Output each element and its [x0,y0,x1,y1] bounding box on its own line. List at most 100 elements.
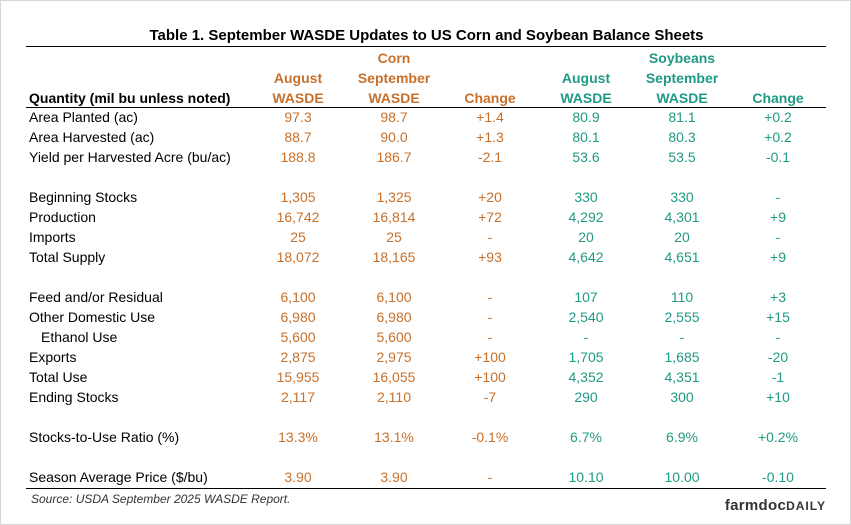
soy-september-header-line2: WASDE [656,90,708,106]
corn-change-value: +1.3 [476,129,504,145]
corn-change-value: -7 [483,389,497,405]
row-label: Area Harvested (ac) [29,129,155,145]
corn-change-value: - [487,329,493,345]
corn-september-header-line1: September [357,70,431,86]
soy-august-value: 330 [574,189,598,205]
row-label: Ending Stocks [29,389,119,405]
corn-change-value: - [487,469,493,485]
soy-change-value: +10 [766,389,790,405]
soy-change-value: +15 [766,309,790,325]
corn-change-value: +93 [478,249,502,265]
soy-change-value: -20 [767,349,789,365]
corn-september-value: 18,165 [372,249,416,265]
row-label: Total Supply [29,249,106,265]
soy-august-value: 80.9 [572,109,600,125]
soy-august-header-line1: August [561,70,611,86]
soy-change-value: +0.2 [764,129,792,145]
corn-change-header: Change [464,90,516,106]
table-title: Table 1. September WASDE Updates to US C… [149,27,704,44]
corn-august-value: 88.7 [284,129,312,145]
corn-august-value: 3.90 [284,469,312,485]
soy-september-value: 110 [670,289,694,305]
soy-august-value: 107 [574,289,598,305]
soy-change-value: - [775,189,781,205]
row-label: Beginning Stocks [29,189,138,205]
soy-group-header: Soybeans [648,50,716,66]
soy-august-value: 4,292 [568,209,604,225]
corn-september-value: 90.0 [380,129,408,145]
soy-august-value: 4,642 [568,249,604,265]
corn-august-value: 15,955 [276,369,320,385]
soy-change-value: +9 [770,209,786,225]
soy-change-value: +3 [770,289,786,305]
row-label: Area Planted (ac) [29,109,138,125]
soy-september-value: 2,555 [664,309,700,325]
soy-august-value: 1,705 [568,349,604,365]
row-label: Exports [29,349,77,365]
corn-september-value: 1,325 [376,189,412,205]
corn-change-value: +1.4 [476,109,504,125]
row-label: Ethanol Use [41,329,118,345]
corn-change-value: +20 [478,189,502,205]
soy-change-value: -1 [771,369,785,385]
soy-september-value: 6.9% [666,429,698,445]
corn-august-value: 5,600 [280,329,316,345]
corn-group-header: Corn [377,50,411,66]
corn-august-header-line2: WASDE [272,90,324,106]
soy-august-value: 80.1 [572,129,600,145]
corn-august-value: 16,742 [276,209,320,225]
corn-august-value: 97.3 [284,109,312,125]
row-label: Production [29,209,96,225]
soy-change-value: +9 [770,249,786,265]
soy-august-header-line2: WASDE [560,90,612,106]
corn-august-header-line1: August [273,70,323,86]
corn-september-header-line2: WASDE [368,90,420,106]
soy-change-value: - [775,229,781,245]
top-rule [26,46,826,47]
soy-august-value: 4,352 [568,369,604,385]
soy-september-value: 4,301 [664,209,700,225]
farmdoc-daily-logo: farmdocDAILY [725,497,826,514]
corn-august-value: 2,875 [280,349,316,365]
corn-august-value: 25 [290,229,306,245]
header-rule [26,107,826,108]
soy-august-value: 290 [574,389,598,405]
corn-september-value: 3.90 [380,469,408,485]
soy-september-value: - [679,329,685,345]
corn-august-value: 188.8 [280,149,316,165]
corn-august-value: 18,072 [276,249,320,265]
soy-september-value: 81.1 [668,109,696,125]
soy-september-value: 4,651 [664,249,700,265]
corn-august-value: 2,117 [281,389,315,405]
row-label: Imports [29,229,76,245]
source-note: Source: USDA September 2025 WASDE Report… [31,492,291,506]
soy-september-value: 53.5 [668,149,696,165]
soy-september-value: 4,351 [664,369,700,385]
corn-september-value: 16,055 [372,369,416,385]
soy-september-value: 10.00 [664,469,700,485]
corn-change-value: - [487,229,493,245]
soy-september-value: 80.3 [668,129,696,145]
soy-august-value: 53.6 [572,149,600,165]
brand-part2: DAILY [786,499,826,513]
bottom-rule [26,488,826,489]
corn-september-value: 13.1% [374,429,414,445]
corn-september-value: 186.7 [376,149,412,165]
row-label: Yield per Harvested Acre (bu/ac) [29,149,231,165]
corn-september-value: 16,814 [372,209,416,225]
corn-september-value: 25 [386,229,402,245]
soy-august-value: 10.10 [568,469,604,485]
soy-august-value: 20 [578,229,594,245]
soy-september-value: 1,685 [664,349,700,365]
soy-september-value: 330 [670,189,694,205]
corn-august-value: 6,100 [280,289,316,305]
corn-september-value: 5,600 [376,329,412,345]
corn-change-value: -2.1 [477,149,503,165]
corn-september-value: 2,110 [377,389,411,405]
corn-september-value: 6,980 [376,309,412,325]
soy-august-value: 2,540 [568,309,604,325]
quantity-header: Quantity (mil bu unless noted) [29,90,231,106]
corn-august-value: 13.3% [278,429,318,445]
corn-august-value: 6,980 [280,309,316,325]
